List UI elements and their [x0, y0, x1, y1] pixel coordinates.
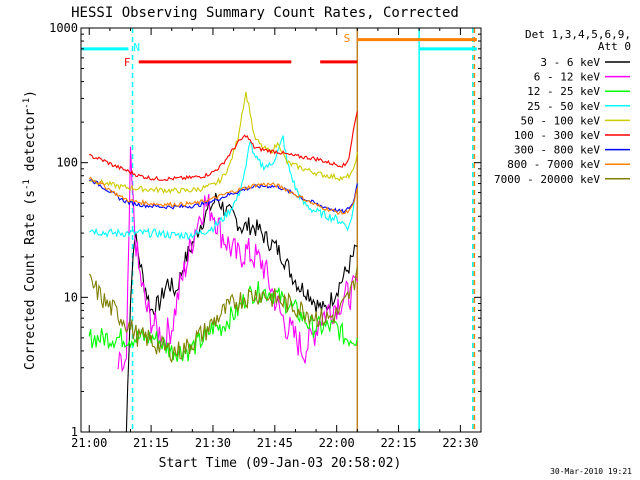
legend: Det 1,3,4,5,6,9, Att 0 3 - 6 keV 6 - 12 k…: [494, 28, 631, 186]
legend-label-3: 25 - 50 keV: [527, 100, 600, 113]
legend-label-0: 3 - 6 keV: [540, 56, 600, 69]
chart-title: HESSI Observing Summary Count Rates, Cor…: [71, 5, 459, 21]
y-tick-label-2: 100: [56, 156, 78, 170]
flag-label-1: F: [124, 56, 131, 69]
flag-label-2: S: [344, 32, 351, 45]
x-tick-label-1: 21:15: [133, 436, 169, 450]
x-tick-label-4: 22:00: [319, 436, 355, 450]
legend-header-line-2: Att 0: [598, 40, 631, 53]
y-axis-label: Corrected Count Rate (s-1 detector-1): [22, 90, 38, 370]
x-tick-label-2: 21:30: [195, 436, 231, 450]
x-tick-label-6: 22:30: [442, 436, 478, 450]
series-line-7: [88, 176, 358, 216]
series-line-6: [89, 178, 358, 215]
series-line-5: [89, 111, 358, 182]
series-line-2: [88, 280, 358, 362]
y-tick-label-0: 1: [71, 425, 78, 439]
x-tick-label-0: 21:00: [71, 436, 107, 450]
plot-area: [81, 28, 477, 432]
legend-label-7: 800 - 7000 keV: [507, 158, 600, 171]
plot-frame: [80, 27, 482, 433]
legend-label-1: 6 - 12 keV: [534, 71, 601, 84]
y-axis-label-sup2: -1: [22, 98, 32, 109]
y-axis-label-sup1: -1: [22, 179, 32, 190]
y-axis: 1 10 100 1000: [49, 21, 481, 439]
legend-label-2: 12 - 25 keV: [527, 85, 600, 98]
y-axis-label-main: Corrected Count Rate (s: [23, 190, 38, 370]
x-tick-label-3: 21:45: [257, 436, 293, 450]
legend-header-line-1: Det 1,3,4,5,6,9,: [525, 28, 631, 41]
x-axis: 21:00 21:15 21:30 21:45 22:00 22:15 22:30: [71, 28, 482, 450]
series-line-4: [89, 91, 358, 195]
x-tick-label-5: 22:15: [380, 436, 416, 450]
legend-label-5: 100 - 300 keV: [514, 129, 600, 142]
x-axis-label: Start Time (09-Jan-03 20:58:02): [159, 456, 402, 471]
series-line-8: [88, 266, 358, 364]
series-line-3: [88, 135, 358, 241]
y-tick-label-1: 10: [64, 290, 78, 304]
legend-label-6: 300 - 800 keV: [514, 144, 600, 157]
legend-label-4: 50 - 100 keV: [521, 114, 601, 127]
footer-timestamp: 30-Mar-2010 19:21: [550, 467, 632, 476]
series-line-0: [125, 193, 358, 432]
legend-label-8: 7000 - 20000 keV: [494, 173, 600, 186]
y-axis-label-mid: detector: [23, 109, 38, 180]
y-tick-label-3: 1000: [49, 21, 78, 35]
flag-label-0: N: [133, 41, 140, 54]
y-axis-label-end: ): [23, 90, 38, 98]
